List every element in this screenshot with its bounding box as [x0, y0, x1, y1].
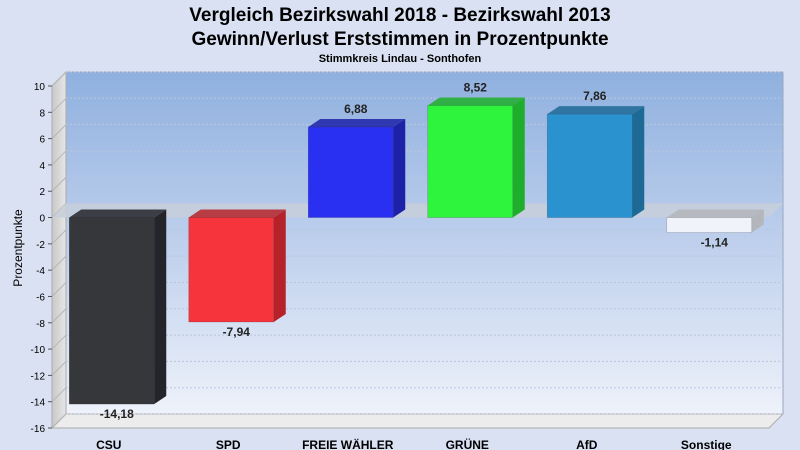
data-label: -14,18 — [100, 407, 134, 421]
y-tick-label: 6 — [39, 135, 45, 146]
data-label: 6,88 — [344, 102, 368, 116]
y-tick-label: 8 — [39, 108, 45, 119]
bar — [666, 217, 753, 233]
y-tick-label: 0 — [39, 214, 45, 225]
data-label: 8,52 — [464, 80, 488, 94]
data-label: 7,86 — [583, 89, 607, 103]
data-label: -7,94 — [223, 325, 251, 339]
x-tick-label: FREIE WÄHLER — [302, 437, 394, 450]
y-tick-label: -16 — [31, 424, 46, 435]
chart-title-line2: Gewinn/Verlust Erststimmen in Prozentpun… — [191, 29, 609, 50]
x-tick-label: AfD — [576, 438, 598, 450]
y-tick-label: -6 — [36, 292, 45, 303]
wall-gridline — [51, 150, 67, 166]
bar-side — [154, 209, 167, 405]
chart-title: Vergleich Bezirkswahl 2018 - Bezirkswahl… — [189, 5, 611, 26]
y-tick-label: -14 — [31, 398, 46, 409]
wall-gridline — [51, 71, 67, 87]
y-tick-label: -8 — [36, 319, 45, 330]
bar-top — [188, 209, 286, 218]
bar-top — [547, 106, 645, 115]
plot-area — [65, 71, 784, 415]
bar-top — [427, 97, 525, 106]
wall-gridline — [51, 124, 67, 139]
left-wall — [51, 70, 67, 430]
y-tick-label: -2 — [36, 240, 45, 251]
wall-gridline — [51, 282, 67, 297]
chart-subtitle: Stimmkreis Lindau - Sonthofen — [318, 53, 482, 65]
x-tick-label: SPD — [216, 438, 241, 450]
bar — [427, 105, 514, 218]
bar — [68, 217, 155, 405]
bar-top — [308, 119, 406, 128]
bar-side — [751, 209, 764, 233]
bar-side — [512, 97, 525, 218]
y-tick-label: 2 — [39, 187, 45, 198]
y-tick-label: 10 — [34, 82, 46, 93]
wall-gridline — [51, 229, 67, 245]
data-label: -1,14 — [701, 236, 729, 250]
wall-gridline — [51, 361, 67, 376]
y-tick-label: -12 — [31, 371, 46, 382]
bar-side — [393, 119, 406, 218]
x-tick-label: Sonstige — [681, 438, 732, 450]
y-tick-label: 4 — [39, 161, 45, 172]
bar-top — [666, 209, 764, 218]
bar — [188, 217, 275, 323]
wall-gridline — [51, 308, 67, 324]
bar-top — [69, 209, 167, 218]
wall-gridline — [51, 413, 67, 429]
bar — [546, 113, 633, 218]
y-axis-label: Prozentpunkte — [11, 209, 25, 287]
wall-gridline — [51, 334, 67, 350]
x-tick-label: GRÜNE — [446, 437, 489, 450]
floor — [50, 413, 785, 429]
wall-gridline — [51, 176, 67, 192]
x-tick-label: CSU — [96, 438, 121, 450]
bar — [307, 126, 394, 218]
y-tick-label: -4 — [36, 266, 45, 277]
wall-gridline — [51, 97, 67, 113]
bar-side — [632, 106, 645, 218]
wall-gridline — [51, 387, 67, 403]
y-tick-label: -10 — [31, 345, 46, 356]
wall-gridline — [51, 255, 67, 271]
bar-side — [273, 209, 286, 322]
